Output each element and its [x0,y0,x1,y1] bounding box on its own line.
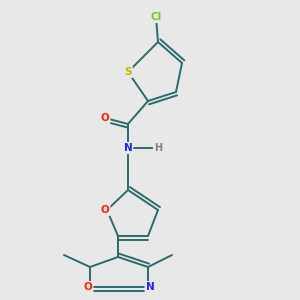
Text: Cl: Cl [150,12,162,22]
Text: O: O [84,282,92,292]
Text: N: N [124,143,132,153]
Text: H: H [154,143,162,153]
Text: N: N [146,282,154,292]
Text: S: S [124,67,132,77]
Text: O: O [100,205,109,215]
Text: O: O [100,113,109,123]
